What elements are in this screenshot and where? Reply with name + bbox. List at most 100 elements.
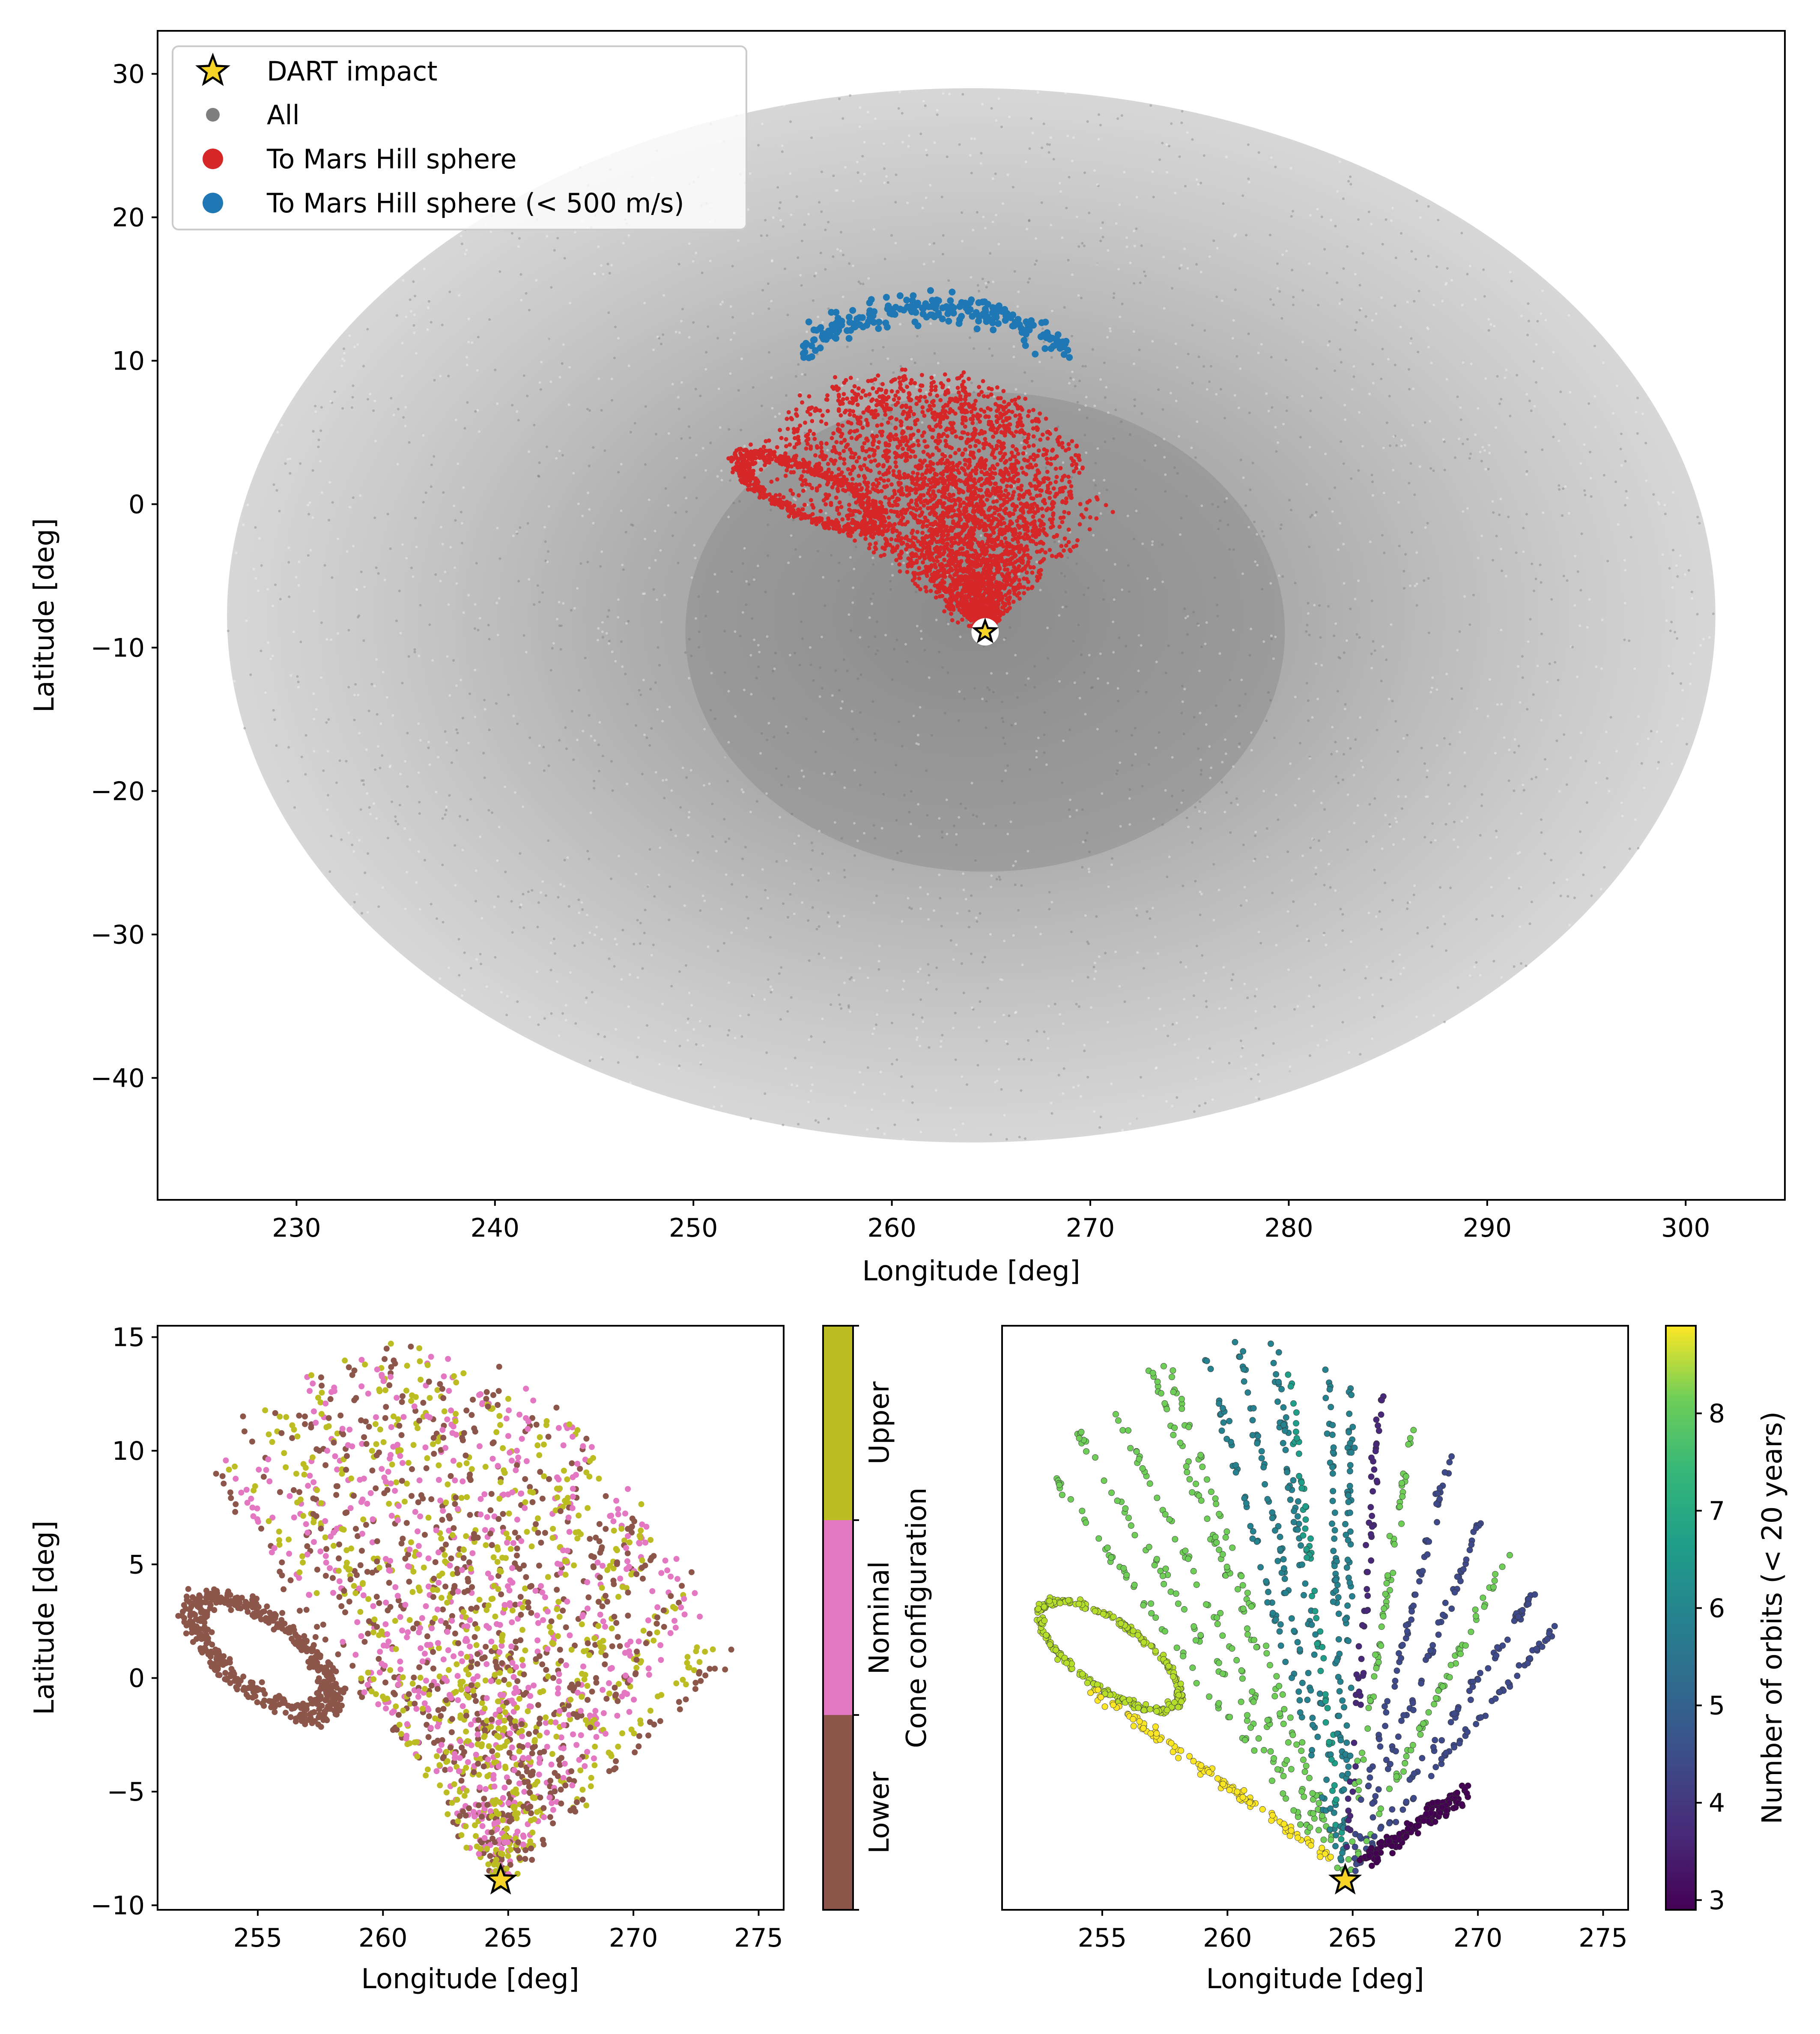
all-ejecta-point <box>587 492 590 494</box>
mars-hill-point <box>836 428 840 433</box>
all-ejecta-point <box>955 833 958 836</box>
all-ejecta-point <box>1368 392 1371 395</box>
all-ejecta-point <box>844 166 847 169</box>
all-ejecta-point <box>1402 737 1405 740</box>
all-ejecta-point <box>415 352 418 355</box>
all-ejecta-point <box>1519 701 1522 704</box>
all-ejecta-point <box>901 920 904 923</box>
all-ejecta-point <box>1275 944 1278 947</box>
all-ejecta-point <box>1400 438 1403 441</box>
all-ejecta-point <box>510 900 513 903</box>
all-ejecta-point <box>1345 639 1348 642</box>
all-ejecta-point <box>1668 567 1671 570</box>
all-ejecta-point <box>1084 839 1087 842</box>
mars-hill-point <box>943 372 947 377</box>
all-ejecta-point <box>396 314 398 317</box>
all-ejecta-point <box>1576 570 1579 573</box>
all-ejecta-point <box>1314 866 1317 869</box>
all-ejecta-point <box>991 354 994 357</box>
mars-hill-point <box>832 445 836 450</box>
all-ejecta-point <box>1412 388 1415 391</box>
mars-hill-point <box>955 385 960 390</box>
all-ejecta-point <box>519 273 522 276</box>
all-ejecta-point <box>1061 781 1064 784</box>
all-ejecta-point <box>1151 543 1154 546</box>
all-ejecta-point <box>1400 232 1402 235</box>
all-ejecta-point <box>824 268 827 271</box>
mars-hill-point <box>786 410 791 415</box>
mars-hill-point <box>961 370 966 375</box>
all-ejecta-point <box>1354 597 1357 600</box>
all-ejecta-point <box>703 728 706 731</box>
all-ejecta-point <box>1391 206 1394 209</box>
all-ejecta-point <box>1262 535 1265 538</box>
all-ejecta-point <box>1083 593 1086 596</box>
all-ejecta-point <box>1163 438 1166 441</box>
all-ejecta-point <box>1515 551 1518 554</box>
all-ejecta-point <box>1624 504 1627 507</box>
mars-hill-point <box>842 438 847 443</box>
all-ejecta-point <box>528 1016 531 1019</box>
mars-hill-point <box>821 457 826 462</box>
all-ejecta-point <box>802 775 805 778</box>
all-ejecta-point <box>391 714 394 717</box>
mars-hill-point <box>912 573 917 578</box>
all-ejecta-point <box>701 1044 704 1047</box>
mars-hill-point <box>930 497 934 502</box>
all-ejecta-point <box>1262 640 1265 643</box>
all-ejecta-point <box>811 849 814 852</box>
mars-hill-point <box>898 385 903 390</box>
mars-hill-point <box>934 445 939 450</box>
all-ejecta-point <box>1661 553 1664 556</box>
all-ejecta-point <box>1005 672 1008 675</box>
all-ejecta-point <box>292 630 295 633</box>
all-ejecta-point <box>313 718 316 721</box>
all-ejecta-point <box>785 725 788 728</box>
all-ejecta-point <box>1096 183 1099 186</box>
all-ejecta-point <box>893 1123 896 1126</box>
mars-hill-point <box>951 464 956 469</box>
all-ejecta-point <box>1314 514 1317 517</box>
all-ejecta-point <box>798 787 801 790</box>
all-ejecta-point <box>452 659 455 662</box>
all-ejecta-point <box>970 276 973 279</box>
all-ejecta-point <box>1392 843 1395 846</box>
all-ejecta-point <box>1228 548 1231 551</box>
all-ejecta-point <box>1012 345 1015 348</box>
mars-hill-point <box>958 436 963 440</box>
all-ejecta-point <box>428 763 431 766</box>
all-ejecta-point <box>1540 312 1543 315</box>
all-ejecta-point <box>1336 690 1339 693</box>
all-ejecta-point <box>1086 940 1089 943</box>
mars-hill-point <box>944 542 949 546</box>
all-ejecta-point <box>1447 784 1450 787</box>
all-ejecta-point <box>919 998 922 1001</box>
mars-hill-point <box>917 555 922 560</box>
all-ejecta-point <box>938 650 940 653</box>
all-ejecta-point <box>1690 591 1693 593</box>
all-ejecta-point <box>287 546 290 549</box>
all-ejecta-point <box>1199 800 1201 803</box>
all-ejecta-point <box>463 988 466 991</box>
mars-hill-point <box>867 454 871 459</box>
all-ejecta-point <box>1519 925 1522 928</box>
all-ejecta-point <box>272 709 275 712</box>
all-ejecta-point <box>1220 781 1223 784</box>
all-ejecta-point <box>1241 194 1244 197</box>
all-ejecta-point <box>1217 889 1220 892</box>
all-ejecta-point <box>461 849 464 851</box>
all-ejecta-point <box>348 334 351 337</box>
mars-hill-point <box>944 442 949 447</box>
all-ejecta-point <box>1323 808 1326 811</box>
mars-hill-point <box>826 493 831 498</box>
all-ejecta-point <box>357 694 360 696</box>
all-ejecta-point <box>649 688 652 691</box>
all-ejecta-point <box>1107 249 1110 252</box>
all-ejecta-point <box>955 844 958 847</box>
mars-hill-point <box>881 400 886 404</box>
all-ejecta-point <box>808 959 811 962</box>
mars-hill-point <box>928 407 933 412</box>
all-ejecta-point <box>1202 979 1205 982</box>
all-ejecta-point <box>804 373 807 376</box>
all-ejecta-point <box>975 916 978 919</box>
